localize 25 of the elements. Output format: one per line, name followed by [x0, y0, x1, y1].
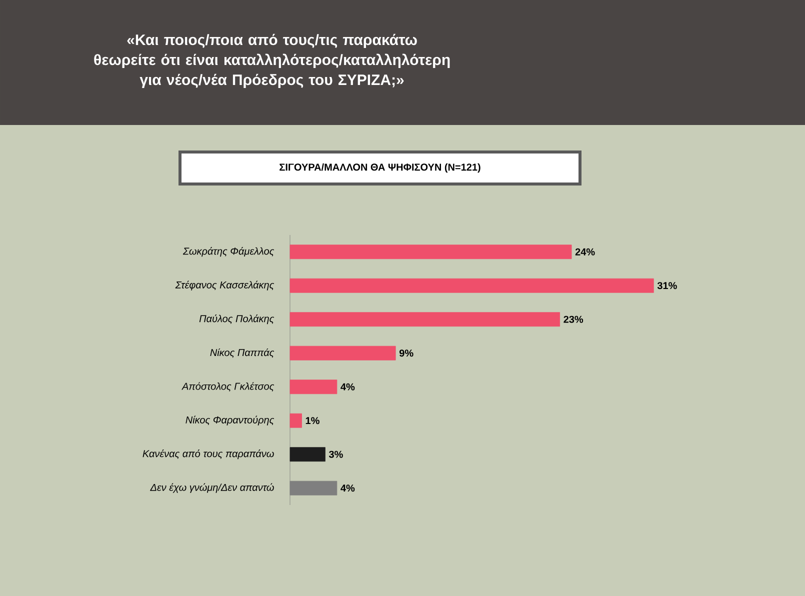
chart-title: «Και ποιος/ποια από τους/τις παρακάτω θεωρείτε ότι είναι καταλληλότερος/καταλληλότερη για νέος/νέα Πρόεδρος του ΣΥΡΙΖΑ;» — [94, 34, 450, 88]
bar — [290, 413, 302, 428]
bar — [290, 447, 326, 462]
data-label: 1% — [306, 417, 320, 424]
bar — [290, 380, 338, 394]
y-tick-label: Σωκράτης Φάμελλος — [182, 247, 274, 257]
bar — [290, 312, 560, 327]
bar — [290, 278, 654, 293]
y-tick-label: Παύλος Πολάκης — [199, 314, 274, 324]
y-tick-label: Δεν έχω γνώμη/Δεν απαντώ — [150, 483, 274, 493]
y-tick-label: Κανένας από τους παραπάνω — [142, 450, 274, 460]
y-tick-label: Νίκος Φαραντούρης — [186, 416, 274, 426]
y-tick-label: Απόστολος Γκλέτσος — [182, 382, 274, 392]
chart-subtitle: ΣΙΓΟΥΡΑ/ΜΑΛΛΟΝ ΘΑ ΨΗΦΙΣΟΥΝ (N=121) — [280, 163, 480, 173]
data-label: 24% — [575, 248, 595, 256]
bar — [290, 346, 396, 360]
data-label: 4% — [340, 484, 355, 492]
data-label: 31% — [657, 282, 677, 290]
y-tick-label: Στέφανος Κασσελάκης — [175, 280, 274, 290]
data-label: 3% — [328, 450, 343, 458]
bar — [290, 244, 572, 260]
data-label: 9% — [399, 350, 414, 357]
data-label: 23% — [564, 316, 584, 323]
data-label: 4% — [340, 383, 355, 390]
y-tick-label: Νίκος Παππάς — [210, 348, 274, 358]
